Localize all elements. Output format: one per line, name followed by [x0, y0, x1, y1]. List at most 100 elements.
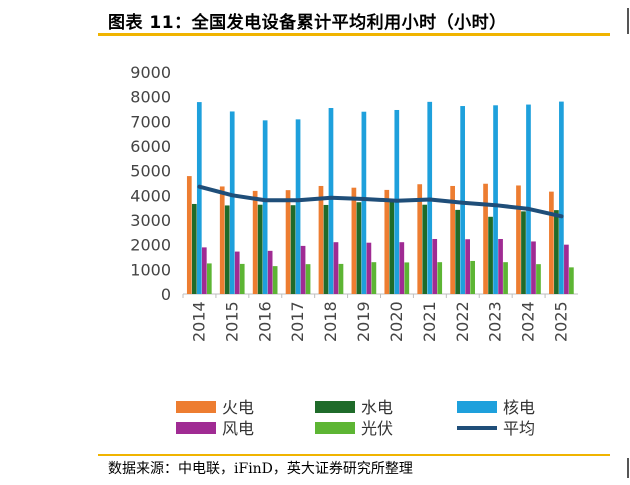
bar-光伏-2014: [206, 263, 212, 294]
x-axis-labels: 2014 2015 2016 2017 2018 2019 2020 2021 2022 2023…: [189, 301, 570, 342]
chart-title: 图表 11：全国发电设备累计平均利用小时（小时）: [108, 13, 507, 33]
y-tick-label: 8000: [130, 88, 171, 107]
title-divider: [98, 33, 610, 36]
bar-水电-2022: [455, 209, 460, 294]
bar-核电-2018: [328, 108, 334, 294]
legend-label-风电: 风电: [222, 419, 254, 438]
bar-火电-2025: [549, 191, 554, 294]
x-tick-label: 2019: [354, 301, 373, 342]
bar-火电-2017: [285, 190, 291, 294]
x-tick-label: 2024: [519, 301, 538, 342]
y-tick-label: 4000: [130, 186, 171, 205]
bar-核电-2025: [559, 101, 564, 294]
bar-水电-2018: [323, 204, 329, 294]
x-tick-label: 2021: [420, 301, 439, 342]
bar-水电-2016: [257, 204, 263, 294]
bar-光伏-2024: [536, 264, 541, 294]
bar-火电-2024: [516, 185, 521, 294]
bar-核电-2019: [361, 111, 367, 294]
legend-swatch-火电: [176, 401, 216, 413]
legend-label-火电: 火电: [222, 398, 254, 417]
bar-光伏-2025: [569, 267, 574, 294]
legend-label-水电: 水电: [361, 398, 393, 417]
bar-核电-2022: [460, 106, 465, 294]
bar-风电-2018: [333, 242, 339, 294]
y-tick-label: 1000: [130, 260, 171, 279]
bar-水电-2017: [290, 205, 296, 294]
bar-风电-2019: [366, 242, 372, 294]
x-tick-label: 2022: [453, 301, 472, 342]
legend-label-平均: 平均: [503, 419, 535, 438]
bar-风电-2015: [234, 251, 240, 294]
x-tick-label: 2017: [288, 301, 307, 342]
y-tick-label: 5000: [130, 162, 171, 181]
y-tick-label: 9000: [130, 63, 171, 82]
bar-核电-2023: [493, 105, 498, 294]
bar-火电-2020: [384, 189, 390, 294]
bar-火电-2014: [186, 176, 192, 294]
bar-水电-2020: [389, 199, 395, 294]
bar-核电-2016: [262, 120, 268, 294]
x-tick-label: 2016: [255, 301, 274, 342]
bar-火电-2019: [351, 187, 357, 294]
legend-swatch-核电: [457, 401, 497, 413]
bar-核电-2017: [295, 119, 301, 294]
bar-光伏-2018: [338, 263, 344, 294]
y-gridlines: [182, 293, 578, 298]
bar-风电-2020: [399, 242, 405, 294]
bar-光伏-2015: [239, 263, 245, 294]
x-tick-label: 2014: [189, 301, 208, 342]
x-tick-label: 2018: [321, 301, 340, 342]
bar-风电-2022: [465, 239, 470, 294]
bar-核电-2015: [229, 111, 235, 294]
bar-火电-2021: [417, 184, 423, 294]
x-tick-label: 2025: [552, 301, 571, 342]
line-average: [197, 184, 564, 219]
bar-火电-2018: [318, 185, 324, 294]
y-tick-label: 2000: [130, 236, 171, 255]
legend-label-光伏: 光伏: [361, 419, 393, 438]
bar-光伏-2016: [272, 266, 278, 294]
legend-swatch-水电: [315, 401, 355, 413]
bar-风电-2023: [498, 238, 503, 294]
bar-核电-2024: [526, 104, 531, 294]
bar-风电-2024: [531, 241, 536, 294]
legend-label-核电: 核电: [503, 398, 535, 417]
bar-核电-2014: [196, 102, 202, 295]
bar-光伏-2021: [437, 262, 443, 294]
bar-风电-2017: [300, 245, 306, 294]
bar-光伏-2023: [503, 262, 508, 294]
source-divider: [98, 454, 610, 456]
bar-水电-2021: [422, 204, 428, 294]
bar-水电-2025: [554, 210, 559, 294]
bar-风电-2016: [267, 250, 273, 294]
bar-水电-2014: [191, 203, 197, 294]
bar-火电-2023: [483, 183, 488, 294]
legend-swatch-风电: [176, 422, 216, 434]
bar-风电-2025: [564, 244, 569, 294]
right-edge-marker: [627, 8, 629, 34]
y-tick-label: 3000: [130, 211, 171, 230]
bar-风电-2021: [432, 238, 438, 294]
y-axis-ticks: 0 1000 2000 3000 4000 5000 6000 7000 8000 9000: [130, 63, 171, 304]
bar-水电-2024: [521, 211, 526, 294]
bar-风电-2014: [201, 247, 207, 294]
x-tick-label: 2023: [486, 301, 505, 342]
bar-水电-2019: [356, 202, 362, 294]
bar-水电-2023: [488, 216, 493, 294]
y-tick-label: 7000: [130, 112, 171, 131]
y-tick-label: 6000: [130, 137, 171, 156]
x-tick-label: 2020: [387, 301, 406, 342]
bar-光伏-2017: [305, 264, 311, 294]
y-tick-label: 0: [161, 285, 171, 304]
right-edge-marker-bottom: [627, 458, 629, 478]
bar-光伏-2019: [371, 262, 377, 294]
bar-水电-2015: [224, 205, 230, 294]
legend-swatch-光伏: [315, 422, 355, 434]
bar-火电-2015: [219, 186, 225, 294]
source-note: 数据来源：中电联，iFinD，英大证券研究所整理: [108, 461, 413, 477]
average-line: [197, 184, 564, 219]
x-tick-label: 2015: [222, 301, 241, 342]
